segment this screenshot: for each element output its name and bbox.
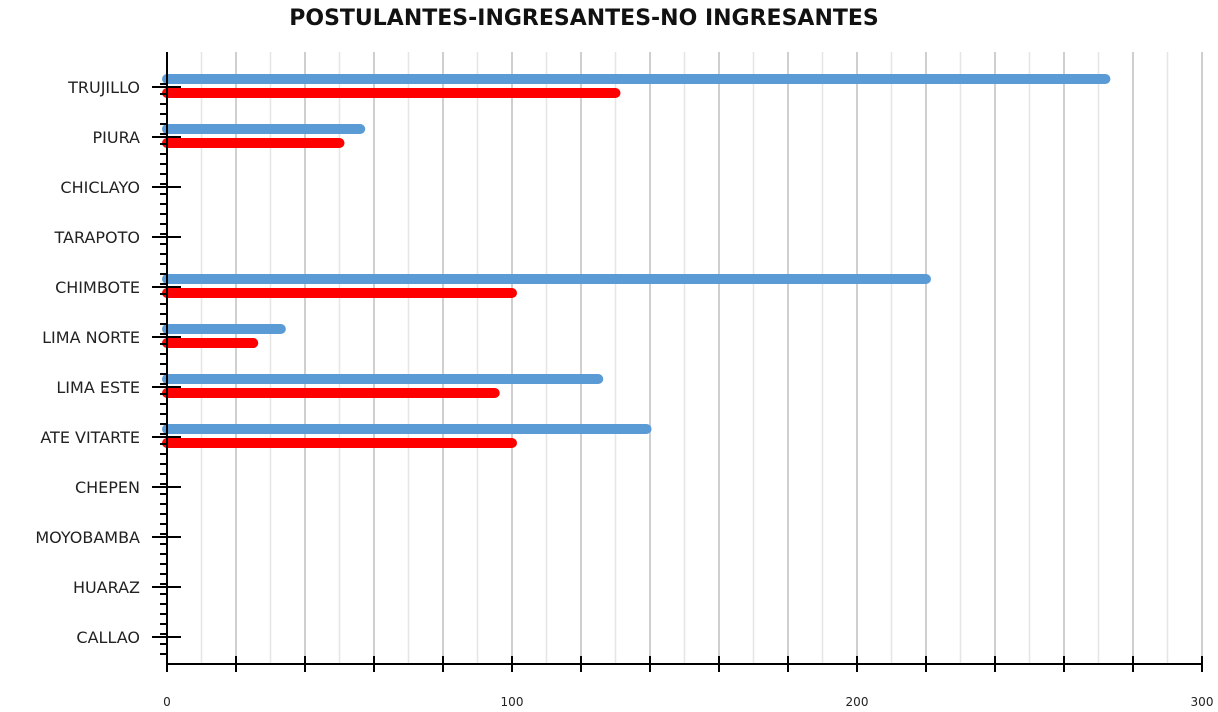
chart-title: POSTULANTES-INGRESANTES-NO INGRESANTES — [289, 6, 879, 31]
category-label: TARAPOTO — [54, 228, 141, 247]
category-label: CHIMBOTE — [55, 278, 140, 297]
category-label: CHEPEN — [75, 478, 140, 497]
category-label: HUARAZ — [73, 578, 140, 597]
x-tick-label: 300 — [1191, 695, 1214, 709]
category-label: PIURA — [93, 128, 141, 147]
category-label: MOYOBAMBA — [35, 528, 140, 547]
axes — [152, 52, 1203, 672]
x-tick-label: 100 — [501, 695, 524, 709]
gridlines — [200, 52, 1203, 664]
bars — [162, 74, 1111, 448]
category-label: ATE VITARTE — [40, 428, 140, 447]
category-label: LIMA NORTE — [42, 328, 140, 347]
category-label: CHICLAYO — [60, 178, 140, 197]
x-tick-label: 0 — [163, 695, 171, 709]
category-label: CALLAO — [76, 628, 140, 647]
category-label: TRUJILLO — [67, 78, 140, 97]
category-label: LIMA ESTE — [56, 378, 140, 397]
labels: TRUJILLO PIURA CHICLAYO TARAPOTO CHIMBOTE LIM… — [35, 78, 1213, 709]
x-tick-label: 200 — [846, 695, 869, 709]
